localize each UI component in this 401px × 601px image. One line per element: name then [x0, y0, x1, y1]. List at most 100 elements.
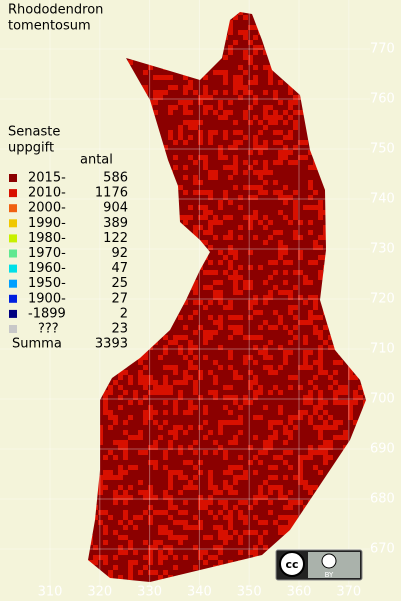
cell [118, 535, 123, 540]
cell [213, 160, 218, 165]
cell [208, 125, 213, 130]
cell [253, 170, 258, 175]
cell [233, 540, 238, 545]
cell [183, 480, 188, 485]
cell [163, 375, 168, 380]
cell [118, 445, 123, 450]
cell [233, 475, 238, 480]
cell [228, 45, 233, 50]
cell [293, 355, 298, 360]
cell [148, 510, 153, 515]
cell [278, 90, 283, 95]
cell [268, 395, 273, 400]
cell [258, 60, 263, 65]
cell [248, 170, 253, 175]
cell [183, 555, 188, 560]
cell [208, 70, 213, 75]
cell [263, 540, 268, 545]
cell [163, 340, 168, 345]
cell [153, 500, 158, 505]
cell [168, 445, 173, 450]
cell [238, 55, 243, 60]
cell [103, 565, 108, 570]
cell [298, 495, 303, 500]
cell [203, 215, 208, 220]
cell [263, 365, 268, 370]
cell [93, 550, 98, 555]
cell [243, 545, 248, 550]
cell [253, 140, 258, 145]
cell [228, 90, 233, 95]
cell [248, 545, 253, 550]
cell [298, 250, 303, 255]
cell [248, 475, 253, 480]
cell [253, 210, 258, 215]
cell [198, 80, 203, 85]
cell [238, 550, 243, 555]
cell [168, 505, 173, 510]
cell [278, 165, 283, 170]
cell [258, 65, 263, 70]
cell [98, 410, 103, 415]
cell [113, 575, 118, 580]
cell [158, 130, 163, 135]
cell [168, 120, 173, 125]
cell [103, 440, 108, 445]
cell [218, 245, 223, 250]
cell [183, 320, 188, 325]
cell [138, 70, 143, 75]
cell [258, 45, 263, 50]
cell [188, 445, 193, 450]
cell [108, 460, 113, 465]
cell [208, 455, 213, 460]
cell [118, 520, 123, 525]
cell [188, 150, 193, 155]
cell [128, 410, 133, 415]
cell [238, 360, 243, 365]
cell [293, 465, 298, 470]
cell [258, 345, 263, 350]
cell [293, 385, 298, 390]
cell [198, 125, 203, 130]
cell [228, 310, 233, 315]
cell [248, 415, 253, 420]
cell [283, 140, 288, 145]
cell [253, 410, 258, 415]
cell [178, 515, 183, 520]
cell [213, 500, 218, 505]
cell [233, 130, 238, 135]
cell [263, 485, 268, 490]
cell [133, 475, 138, 480]
cell [198, 180, 203, 185]
cell [178, 505, 183, 510]
cell [258, 535, 263, 540]
cell [173, 420, 178, 425]
cell [108, 475, 113, 480]
cell [298, 445, 303, 450]
cell [268, 155, 273, 160]
cell [238, 35, 243, 40]
cell [278, 275, 283, 280]
cell [188, 465, 193, 470]
cell [158, 520, 163, 525]
cell [108, 435, 113, 440]
cell [248, 255, 253, 260]
cell [263, 390, 268, 395]
cell [213, 130, 218, 135]
cell [188, 75, 193, 80]
cell [263, 160, 268, 165]
cell [268, 475, 273, 480]
cell [283, 330, 288, 335]
cell [168, 555, 173, 560]
cell [203, 180, 208, 185]
cell [258, 455, 263, 460]
cell [173, 515, 178, 520]
cell [263, 180, 268, 185]
cell [243, 90, 248, 95]
cell [288, 110, 293, 115]
cell [228, 200, 233, 205]
cell [288, 330, 293, 335]
cell [223, 430, 228, 435]
cell [238, 445, 243, 450]
cell [178, 475, 183, 480]
